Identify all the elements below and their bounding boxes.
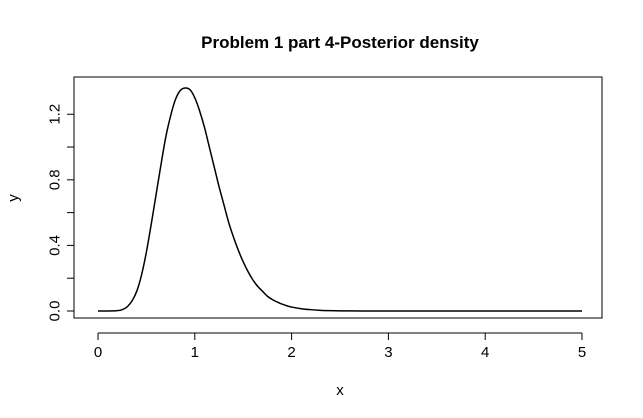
x-tick-label: 5 [578,344,586,361]
posterior-density-line [97,87,582,312]
y-tick-label: 0.8 [47,169,64,190]
y-axis-label: y [5,194,22,202]
y-tick-label: 1.2 [47,104,64,125]
x-tick-label: 2 [287,344,295,361]
y-tick-label: 0.0 [47,301,64,322]
x-axis: 0 1 2 3 4 5 [94,332,586,361]
y-tick-label: 0.4 [47,235,64,256]
x-tick-label: 4 [481,344,489,361]
x-tick-label: 3 [384,344,392,361]
x-axis-label: x [336,382,344,399]
plot-frame [73,76,603,319]
x-tick-label: 1 [191,344,199,361]
y-axis: 0.0 0.4 0.8 1.2 [47,104,75,322]
chart-title: Problem 1 part 4-Posterior density [201,33,479,52]
x-tick-label: 0 [94,344,102,361]
